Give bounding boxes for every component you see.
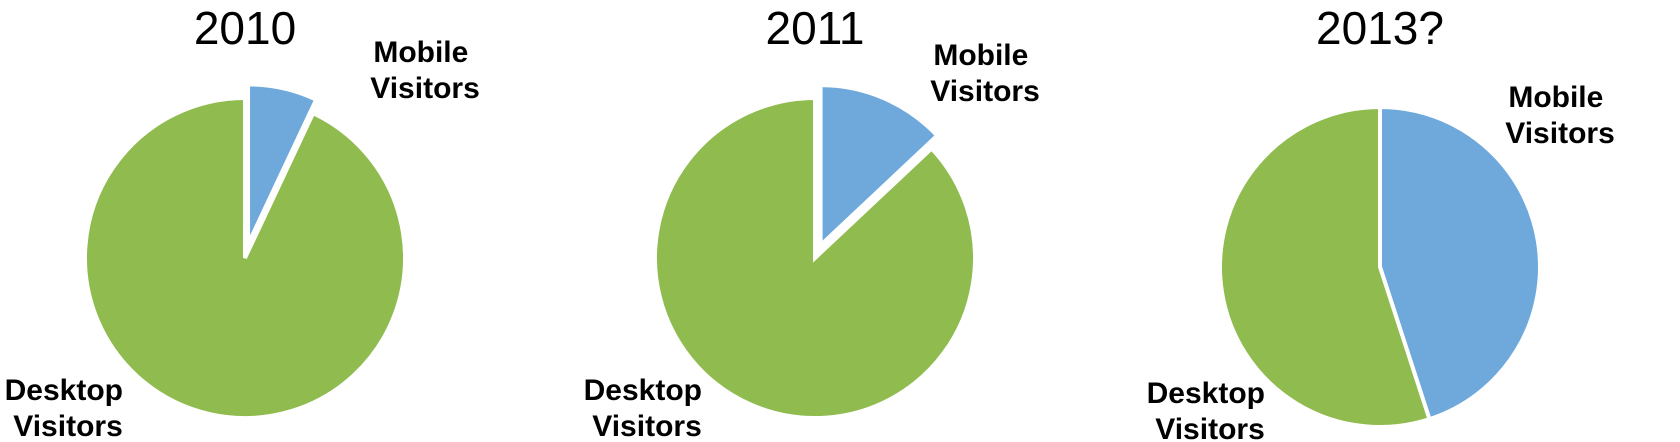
- slice-label-line: Visitors: [370, 72, 480, 105]
- slice-label-line: Visitors: [930, 75, 1040, 108]
- slice-label-line: Visitors: [592, 410, 702, 442]
- slice-label-desktop: Desktop Visitors: [584, 374, 711, 442]
- slice-label-desktop: Desktop Visitors: [1147, 377, 1274, 442]
- slice-label-mobile: Mobile Visitors: [370, 36, 480, 105]
- slice-label-line: Mobile: [373, 36, 468, 69]
- pie-slice-desktop: [653, 95, 977, 420]
- slice-label-mobile: Mobile Visitors: [1505, 81, 1615, 150]
- slice-label-line: Visitors: [13, 410, 123, 442]
- chart-title: 2011: [766, 2, 865, 54]
- slice-label-line: Desktop: [1147, 377, 1265, 410]
- chart-title: 2010: [194, 2, 296, 54]
- pie-slice-desktop: [1218, 104, 1432, 429]
- slice-label-line: Desktop: [5, 374, 123, 407]
- chart-title: 2013?: [1316, 2, 1444, 54]
- slice-label-desktop: Desktop Visitors: [5, 374, 132, 442]
- slice-label-line: Visitors: [1155, 413, 1265, 442]
- pie-slice-mobile: [818, 83, 941, 250]
- slice-label-line: Mobile: [1508, 81, 1603, 114]
- pie-slice-desktop: [82, 95, 407, 420]
- pie-slice-mobile: [246, 82, 319, 246]
- pie-chart-2010: 2010 Mobile Visitors Desktop Visitors: [5, 2, 480, 442]
- pie-chart-2013: 2013? Mobile Visitors Desktop Visitors: [1147, 2, 1615, 442]
- slice-label-line: Mobile: [933, 39, 1028, 72]
- slice-label-mobile: Mobile Visitors: [930, 39, 1040, 108]
- pie-chart-2011: 2011 Mobile Visitors Desktop Visitors: [584, 2, 1040, 442]
- slice-label-line: Desktop: [584, 374, 702, 407]
- slice-label-line: Visitors: [1505, 117, 1615, 150]
- pie-slice-mobile: [1378, 104, 1542, 422]
